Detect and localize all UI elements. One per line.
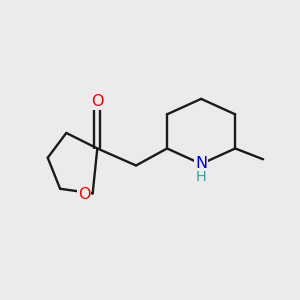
Text: H: H [196, 170, 206, 184]
Text: O: O [91, 94, 104, 109]
Text: N: N [195, 156, 207, 171]
Text: O: O [78, 188, 90, 202]
